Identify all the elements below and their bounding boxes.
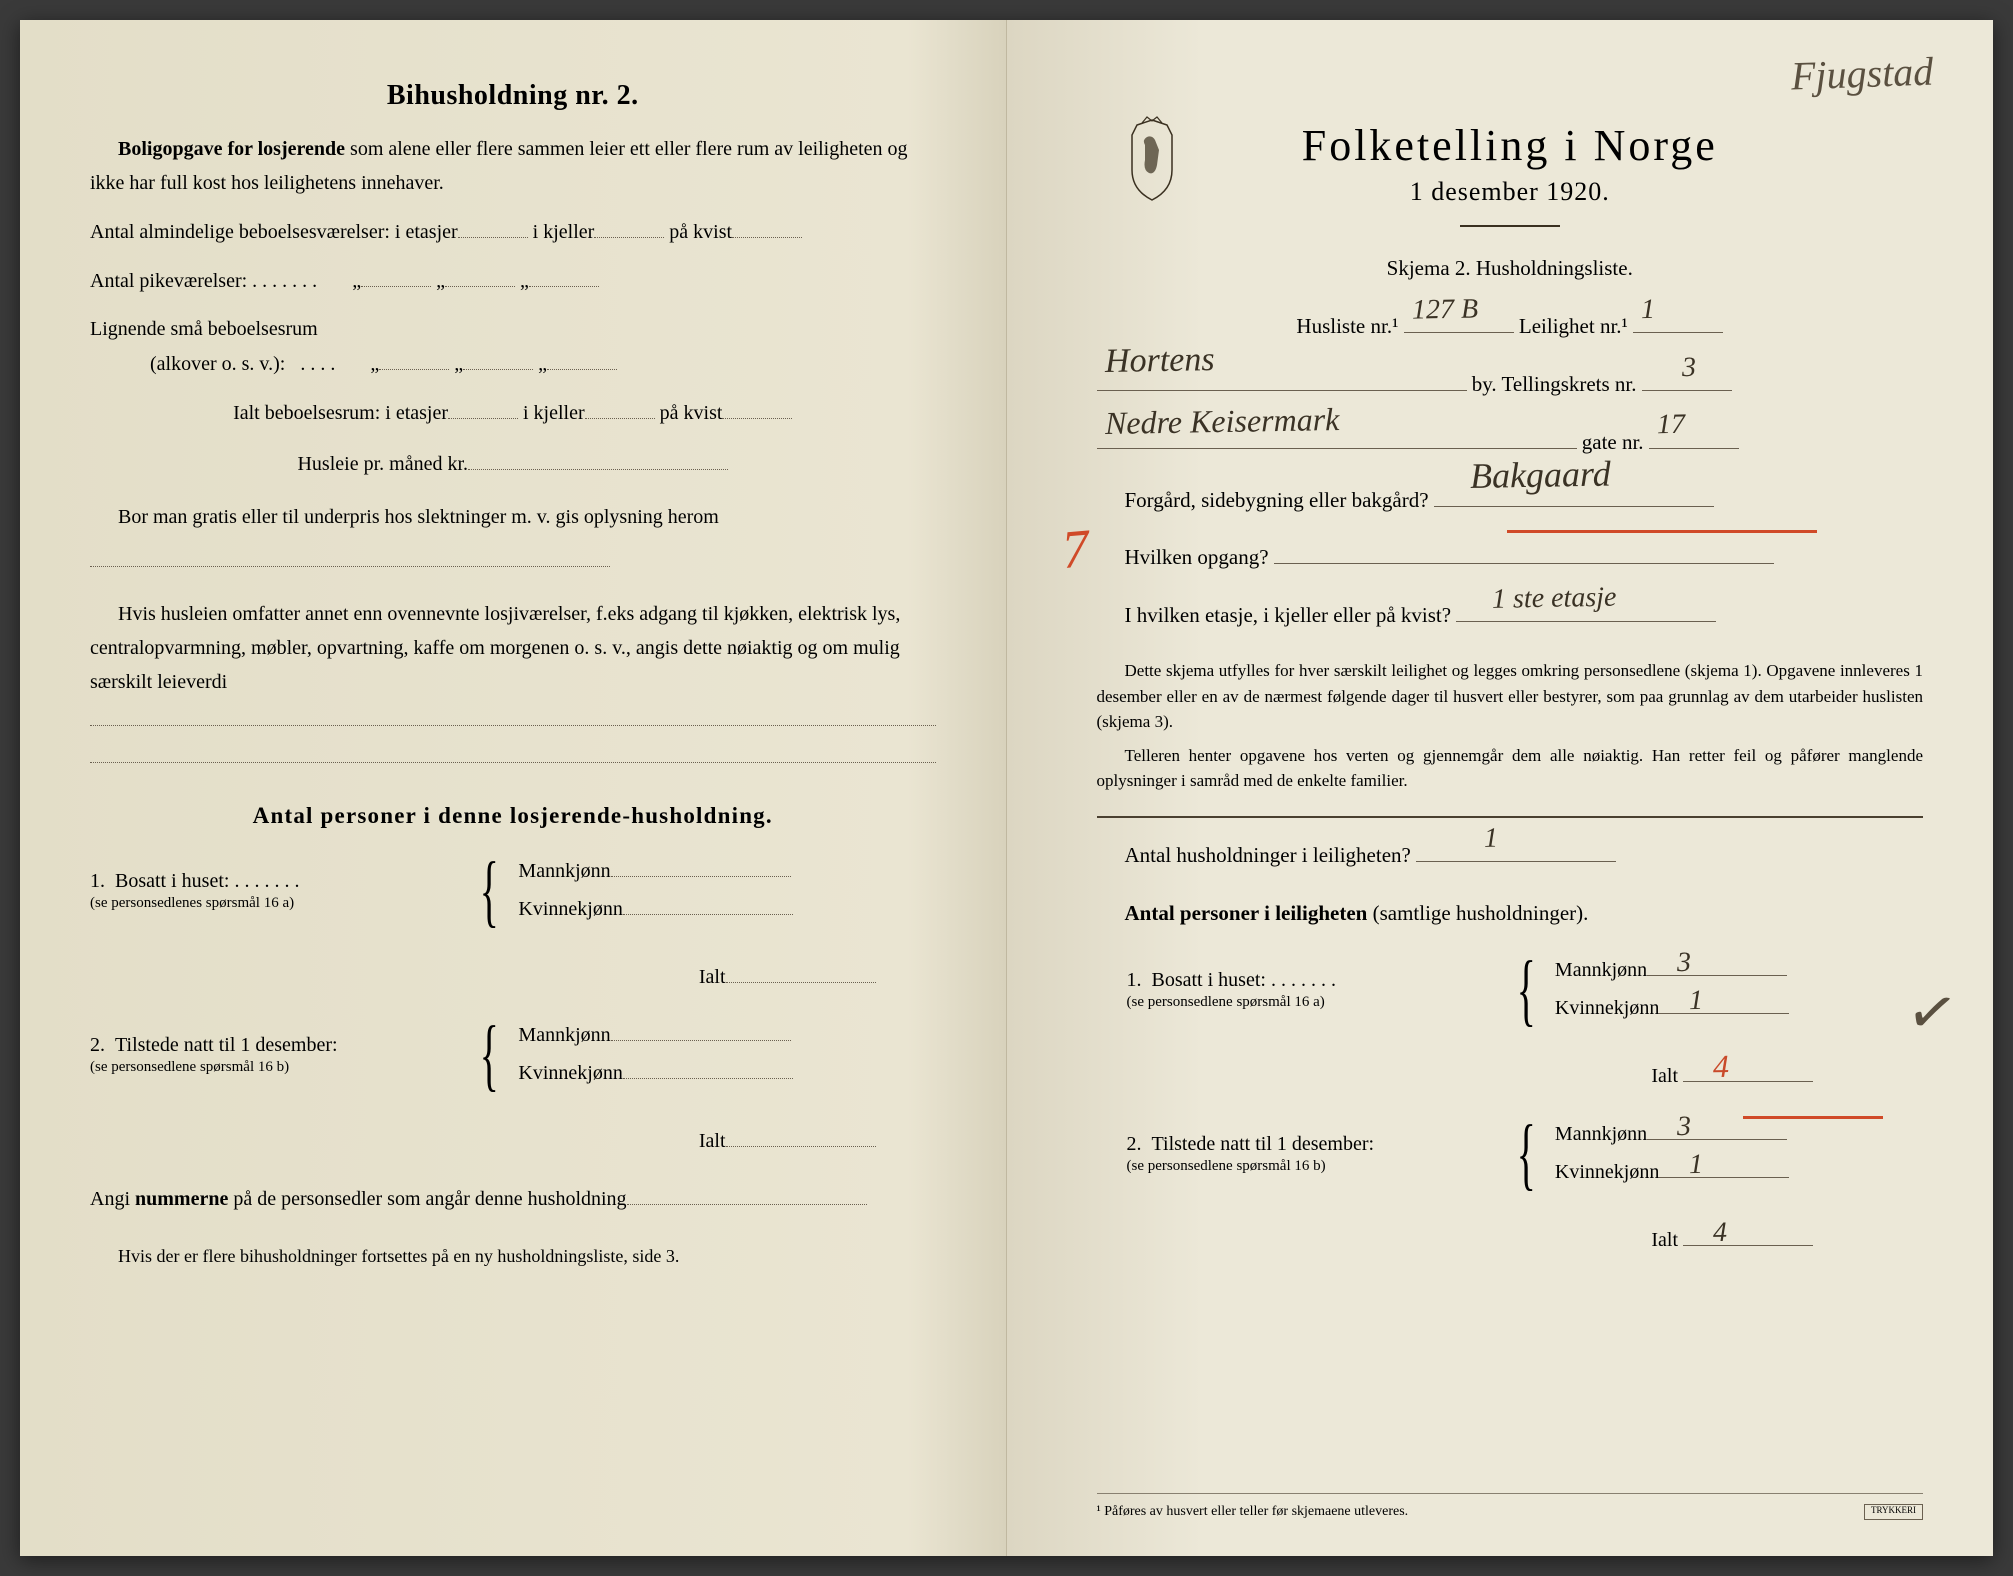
blank-detail-1 — [90, 707, 936, 726]
persons-row-2: 2. Tilstede natt til 1 desember: (se per… — [90, 1017, 936, 1093]
rp1-label-block: 1. Bosatt i huset: . . . . . . . (se per… — [1127, 969, 1507, 1011]
left-footnote: Hvis der er flere bihusholdninger fortse… — [90, 1246, 936, 1267]
blank-alk-2 — [463, 346, 533, 370]
pike-line: Antal pikeværelser: . . . . . . . „ „ „ — [90, 263, 936, 298]
rp1-i-field: 4 — [1683, 1058, 1813, 1082]
persons-row-1: 1. Bosatt i huset: . . . . . . . (se per… — [90, 853, 936, 929]
title-rule — [1460, 225, 1560, 227]
blank-pike-1 — [361, 263, 431, 287]
blank-kjeller-1 — [594, 214, 664, 238]
gatenr-field: 17 — [1649, 423, 1739, 448]
husliste-field: 127 B — [1404, 308, 1514, 333]
rp2-k-field: 1 — [1659, 1154, 1789, 1178]
footnote-text: ¹ Påføres av husvert eller teller før sk… — [1097, 1504, 1409, 1520]
husleie-line: Husleie pr. måned kr. — [90, 446, 936, 481]
skjema-line: Skjema 2. Husholdningsliste. — [1097, 249, 1924, 289]
angi-line: Angi nummerne på de personsedler som ang… — [90, 1181, 936, 1216]
rp2-ialt: Ialt 4 — [1097, 1222, 1924, 1252]
intro-paragraph: Boligopgave for losjerende som alene ell… — [90, 132, 936, 200]
blank-ialt-e — [448, 395, 518, 419]
rp2-m-field: 3 — [1647, 1116, 1787, 1140]
blank-p2-m — [611, 1017, 791, 1041]
p1-values: Mannkjønn Kvinnekjønn — [518, 853, 935, 929]
q1-line: Forgård, sidebygning eller bakgård? Bakg… — [1097, 481, 1924, 521]
leilighet-field: 1 — [1633, 308, 1723, 333]
q3-field: 1 ste etasje — [1456, 597, 1716, 622]
q3-line: I hvilken etasje, i kjeller eller på kvi… — [1097, 596, 1924, 636]
right-page: Fjugstad Folketelling i Norge 1 desember… — [1007, 20, 1994, 1556]
q2-field — [1274, 539, 1774, 564]
p1-ialt: Ialt — [90, 959, 936, 989]
main-title: Folketelling i Norge — [1097, 120, 1924, 171]
right-persons-row-1: 1. Bosatt i huset: . . . . . . . (se per… — [1127, 952, 1924, 1028]
blank-p2-i — [726, 1123, 876, 1147]
blank-pike-2 — [445, 263, 515, 287]
krets-field: 3 — [1642, 366, 1732, 391]
instructions-2: Telleren henter opgavene hos verten og g… — [1097, 743, 1924, 794]
rp2-i-field: 4 — [1683, 1222, 1813, 1246]
p1-label-block: 1. Bosatt i huset: . . . . . . . (se per… — [90, 870, 470, 912]
blank-alk-1 — [379, 346, 449, 370]
antal-hush-line: Antal husholdninger i leiligheten? 1 — [1097, 836, 1924, 876]
antal-pers-heading: Antal personer i leiligheten (samtlige h… — [1097, 894, 1924, 934]
husleie-detail: Hvis husleien omfatter annet enn ovennev… — [90, 597, 936, 699]
blank-alk-3 — [547, 346, 617, 370]
blank-p1-k — [623, 891, 793, 915]
rp2-values: Mannkjønn3 Kvinnekjønn1 — [1555, 1116, 1923, 1192]
left-heading: Bihusholdning nr. 2. — [90, 80, 936, 112]
blank-pike-3 — [529, 263, 599, 287]
rooms-line-1: Antal almindelige beboelsesværelser: i e… — [90, 214, 936, 249]
rp1-values: Mannkjønn3 Kvinnekjønn1 — [1555, 952, 1923, 1028]
husliste-line: Husliste nr.¹ 127 B Leilighet nr.¹ 1 — [1097, 307, 1924, 347]
blank-p1-m — [611, 853, 791, 877]
blank-angi — [627, 1181, 867, 1205]
by-field: Hortens — [1097, 366, 1467, 391]
blank-ialt-k — [585, 395, 655, 419]
handwritten-topright: Fjugstad — [1790, 48, 1934, 100]
blank-p2-k — [623, 1055, 793, 1079]
bracket-icon: { — [1516, 1122, 1535, 1186]
ialt-rooms-line: Ialt beboelsesrum: i etasjer i kjeller p… — [90, 395, 936, 430]
horizontal-rule — [1097, 816, 1924, 818]
q1-field: Bakgaard — [1434, 481, 1714, 506]
intro-bold: Boligopgave for losjerende — [118, 138, 345, 160]
alkover-line: Lignende små beboelsesrum (alkover o. s.… — [90, 312, 936, 381]
p2-values: Mannkjønn Kvinnekjønn — [518, 1017, 935, 1093]
gratis-line: Bor man gratis eller til underpris hos s… — [90, 495, 936, 583]
p2-label-block: 2. Tilstede natt til 1 desember: (se per… — [90, 1034, 470, 1076]
printer-stamp: TRYKKERI — [1864, 1504, 1923, 1520]
antal-hush-field: 1 — [1416, 837, 1616, 862]
instructions-1: Dette skjema utfylles for hver særskilt … — [1097, 658, 1924, 735]
handwritten-seven: 7 — [1059, 517, 1091, 581]
rp2-label-block: 2. Tilstede natt til 1 desember: (se per… — [1127, 1133, 1507, 1175]
right-persons-row-2: 2. Tilstede natt til 1 desember: (se per… — [1127, 1116, 1924, 1192]
right-footer: ¹ Påføres av husvert eller teller før sk… — [1097, 1493, 1924, 1520]
document-spread: Bihusholdning nr. 2. Boligopgave for los… — [20, 20, 1993, 1556]
rp1-k-field: 1 — [1659, 990, 1789, 1014]
bracket-icon: { — [480, 1023, 499, 1087]
blank-kvist-1 — [732, 214, 802, 238]
rp1-ialt: Ialt 4 — [1097, 1058, 1924, 1088]
left-page: Bihusholdning nr. 2. Boligopgave for los… — [20, 20, 1007, 1556]
pencil-checkmark-icon: ✓ — [1901, 974, 1963, 1052]
sub-title: 1 desember 1920. — [1097, 177, 1924, 207]
blank-p1-i — [726, 959, 876, 983]
blank-husleie — [468, 446, 728, 470]
persons-section-title: Antal personer i denne losjerende-hushol… — [90, 803, 936, 829]
rp1-m-field: 3 — [1647, 952, 1787, 976]
bracket-icon: { — [1516, 958, 1535, 1022]
p2-ialt: Ialt — [90, 1123, 936, 1153]
red-underline-1 — [1507, 530, 1817, 533]
blank-ialt-kv — [722, 395, 792, 419]
blank-detail-2 — [90, 744, 936, 763]
coat-of-arms-icon — [1117, 115, 1187, 205]
blank-etasjer-1 — [458, 214, 528, 238]
bracket-icon: { — [480, 859, 499, 923]
blank-gratis — [90, 543, 610, 567]
